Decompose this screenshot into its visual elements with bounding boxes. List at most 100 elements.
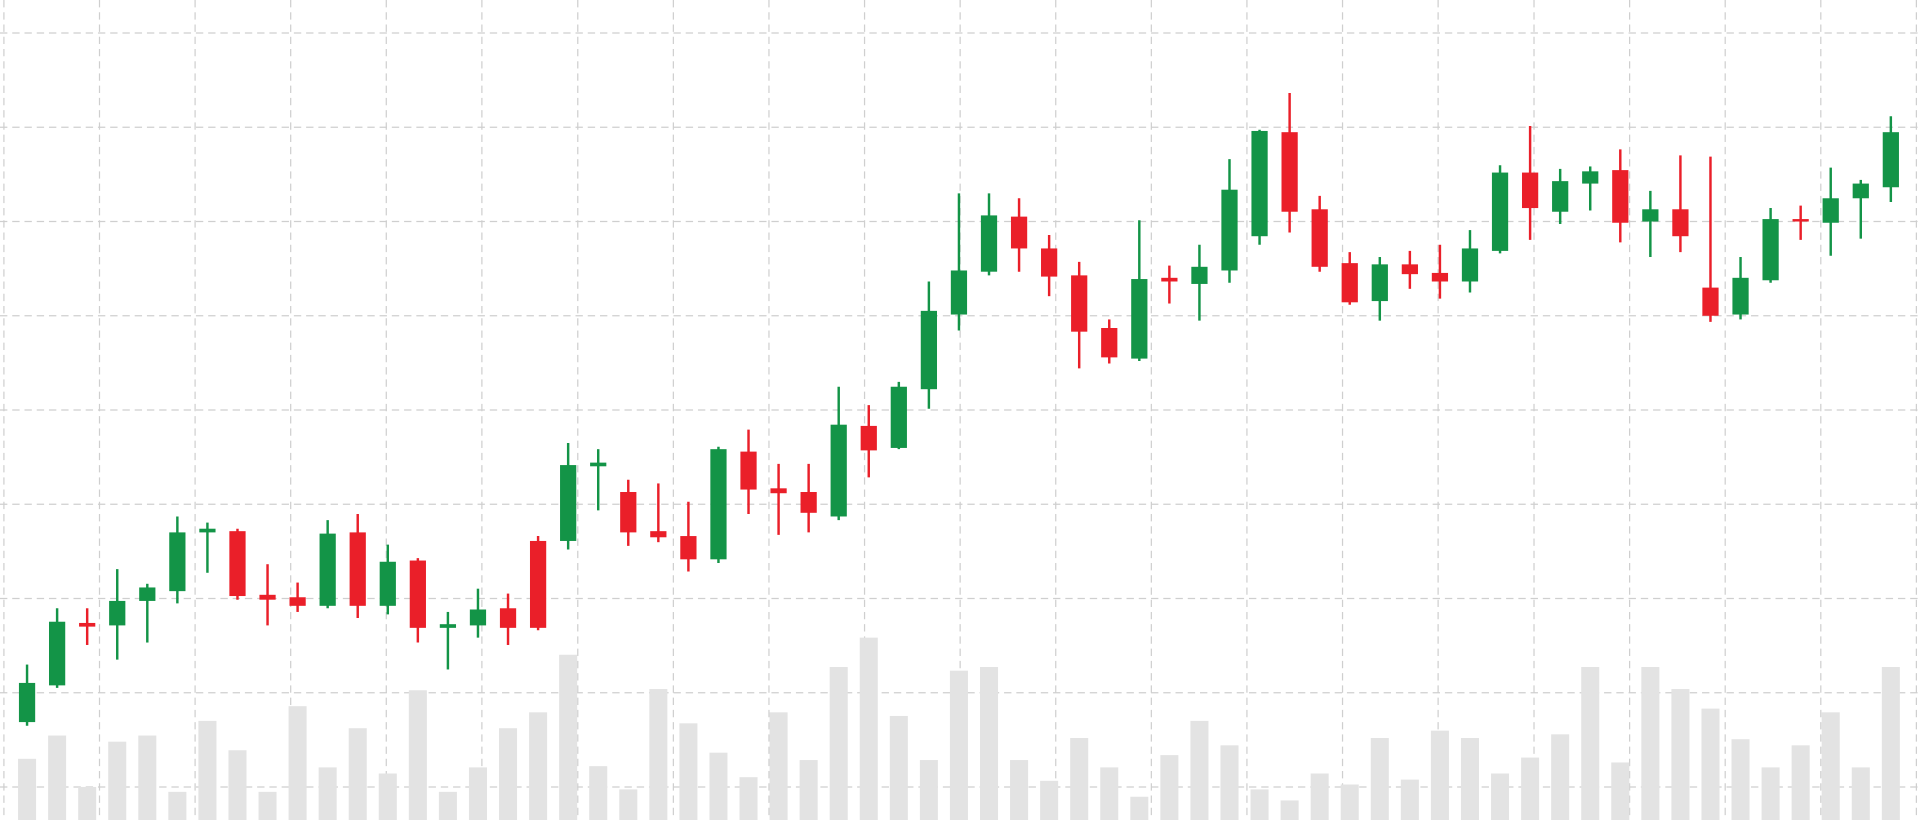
candle-body	[890, 386, 907, 448]
volume-bar	[168, 791, 187, 820]
candle-body	[109, 600, 126, 626]
candle-body	[650, 531, 667, 538]
volume-bar	[1250, 789, 1269, 820]
volume-bar	[499, 728, 518, 820]
volume-bar	[48, 735, 67, 820]
candle-body	[379, 561, 396, 606]
volume-bar	[1671, 689, 1690, 820]
volume-bar	[919, 760, 938, 820]
candle-body	[1612, 170, 1629, 223]
volume-bar	[799, 760, 818, 820]
candle-body	[830, 424, 847, 517]
volume-bar	[1130, 796, 1149, 820]
candle-body	[139, 587, 156, 601]
candle-body	[1882, 132, 1899, 188]
candle-body	[1521, 172, 1539, 209]
volume-bar	[529, 712, 548, 820]
volume-bar	[889, 715, 908, 820]
volume-bar	[559, 654, 578, 820]
volume-bar	[1551, 734, 1570, 820]
candle-body	[1341, 263, 1358, 303]
volume-bar	[1701, 708, 1720, 820]
candle-body	[1852, 183, 1869, 199]
volume-bar	[1340, 784, 1359, 820]
candle-body	[1041, 248, 1058, 277]
volume-bar	[378, 773, 397, 820]
volume-bar	[1040, 780, 1059, 820]
volume-bar	[198, 720, 217, 820]
volume-bar	[1641, 667, 1660, 820]
volume-bar	[138, 735, 157, 820]
candle-body	[950, 270, 968, 315]
volume-bar	[228, 750, 247, 820]
volume-bar	[859, 637, 878, 820]
candle-body	[740, 451, 757, 490]
volume-bar	[1791, 745, 1810, 820]
volume-bar	[1100, 767, 1119, 820]
volume-bar	[1430, 730, 1449, 820]
candle-body	[1071, 275, 1088, 332]
candle-body	[1161, 277, 1178, 282]
volume-bar	[438, 791, 457, 820]
candle-body	[1702, 287, 1719, 316]
volume-bar	[1310, 773, 1329, 820]
candle-body	[259, 594, 276, 600]
volume-bar	[619, 789, 638, 820]
volume-bar	[1521, 757, 1540, 820]
volume-bar	[18, 758, 37, 820]
candle-body	[169, 532, 186, 592]
candle-body	[18, 682, 36, 723]
volume-bar	[1220, 745, 1239, 820]
candle-body	[79, 622, 96, 627]
candle-body	[1101, 328, 1118, 358]
volume-bar	[1881, 667, 1900, 820]
candle-body	[469, 609, 487, 626]
candle-body	[199, 528, 216, 533]
volume-bars	[18, 637, 1900, 820]
candle-body	[1131, 279, 1148, 359]
candle-body	[1401, 264, 1418, 275]
volume-bar	[78, 786, 97, 820]
volume-bar	[1731, 739, 1750, 820]
volume-bar	[1491, 773, 1510, 820]
volume-bar	[589, 766, 608, 820]
volume-bar	[1611, 762, 1630, 820]
candle-body	[860, 425, 877, 451]
candle-body	[710, 449, 727, 560]
volume-bar	[649, 689, 668, 820]
volume-bar	[829, 667, 848, 820]
candle-body	[1251, 130, 1268, 237]
candles	[18, 93, 1899, 726]
volume-bar	[1010, 760, 1029, 820]
candle-body	[1822, 198, 1839, 223]
volume-bar	[679, 723, 698, 820]
candle-body	[1762, 219, 1779, 281]
volume-bar	[108, 741, 127, 820]
volume-bar	[408, 690, 427, 820]
volume-bar	[979, 667, 999, 820]
candle-body	[499, 608, 517, 628]
volume-bar	[1400, 779, 1419, 820]
volume-bar	[949, 670, 968, 820]
candle-body	[349, 532, 366, 606]
volume-bar	[288, 706, 307, 820]
candle-body	[1221, 189, 1238, 271]
candle-body	[1491, 172, 1509, 251]
volume-bar	[709, 752, 728, 820]
candle-body	[1552, 181, 1569, 212]
candle-body	[1431, 272, 1449, 282]
volume-bar	[1070, 738, 1089, 820]
candle-body	[980, 215, 998, 272]
candle-body	[560, 465, 577, 541]
volume-bar	[318, 767, 337, 820]
candle-body	[1792, 219, 1809, 222]
candle-body	[1311, 209, 1328, 267]
candle-body	[319, 533, 336, 606]
candle-body	[1461, 248, 1479, 282]
volume-bar	[1160, 755, 1179, 820]
volume-bar	[468, 767, 487, 820]
candle-body	[1732, 277, 1749, 315]
